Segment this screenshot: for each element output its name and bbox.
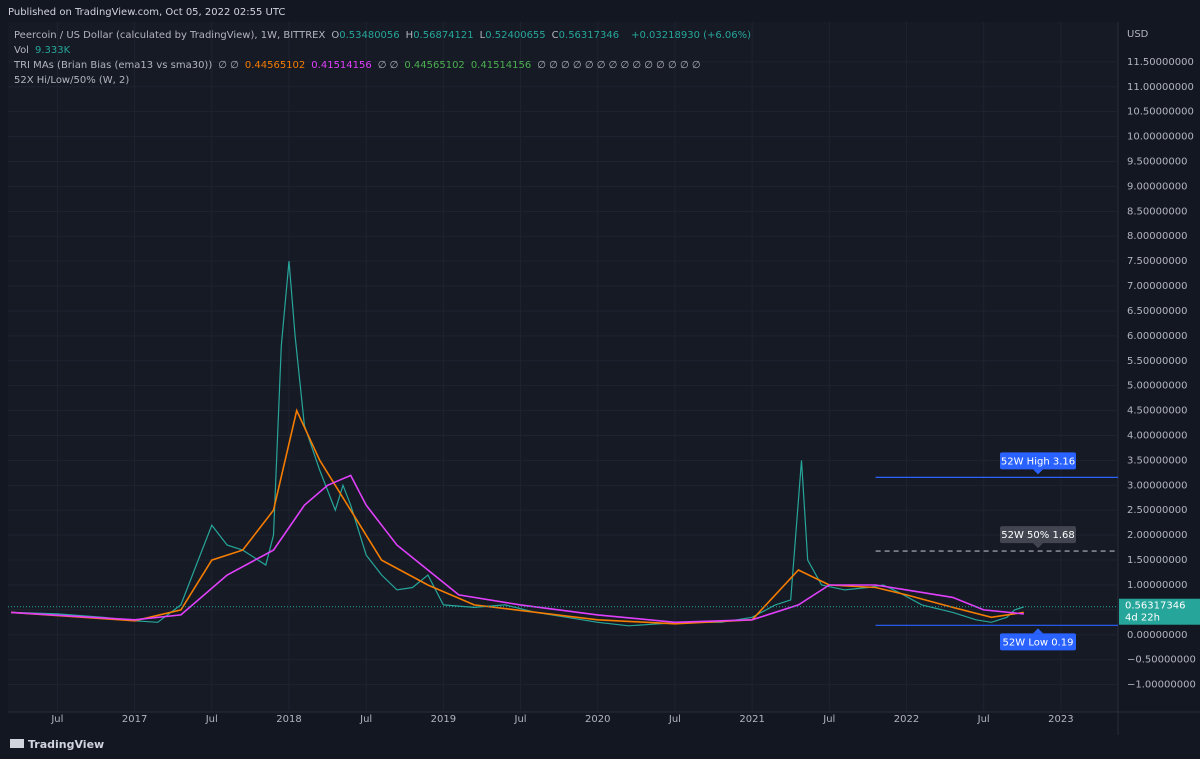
last-price-label: 0.56317346 [1125,601,1185,612]
ma-ema: 0.44565102 [244,60,306,71]
y-tick-label: 1.00000000 [1127,580,1187,591]
legend-row: Peercoin / US Dollar (calculated by Trad… [14,28,757,43]
level-pointer [1033,469,1043,475]
ohlc-value: 0.53480056 [339,30,400,41]
header-bar [0,0,1200,22]
ohlc-value: 0.56317346 [558,30,620,41]
y-tick-label: 6.50000000 [1127,306,1187,317]
y-tick-label: 3.50000000 [1127,455,1187,466]
legend: Peercoin / US Dollar (calculated by Trad… [14,28,757,88]
x-tick-label: Jul [514,714,527,725]
ma-empty: ∅ ∅ [218,60,239,71]
x-tick-label: Jul [50,714,63,725]
x-tick-label: 2019 [431,714,456,725]
level-pointer [1033,628,1043,634]
level-box [1000,526,1076,544]
legend-row: Vol 9.333K [14,43,757,58]
y-tick-label: 1.50000000 [1127,555,1187,566]
y-tick-label: 6.00000000 [1127,331,1187,342]
vol-label: Vol [14,45,29,56]
level-box [1000,633,1076,651]
x-tick-label: Jul [359,714,372,725]
x-tick-label: Jul [977,714,990,725]
y-tick-label: 2.50000000 [1127,505,1187,516]
x-tick-label: Jul [668,714,681,725]
countdown: 4d 22h [1125,613,1160,624]
y-tick-label: 5.00000000 [1127,381,1187,392]
ohlc: O0.53480056 H0.56874121 L0.52400655 C0.5631… [331,30,625,41]
footer: TradingView [28,738,104,751]
y-tick-label: 11.50000000 [1127,57,1194,68]
ohlc-key: C [551,30,559,41]
y-tick-label: −1.00000000 [1127,680,1196,691]
plot-area [8,22,1118,712]
y-tick-label: 9.50000000 [1127,156,1187,167]
level-label: 52W 50% 1.68 [1001,530,1074,541]
ohlc-value: 0.56874121 [413,30,474,41]
y-tick-label: 10.50000000 [1127,107,1194,118]
y-tick-label: 8.50000000 [1127,206,1187,217]
y-tick-label: 9.00000000 [1127,181,1187,192]
y-tick-label: 4.00000000 [1127,431,1187,442]
x-tick-label: 2018 [276,714,301,725]
ma-name: TRI MAs (Brian Bias (ema13 vs sma30)) [14,60,213,71]
y-unit: USD [1127,29,1149,40]
y-tick-label: 5.50000000 [1127,356,1187,367]
ma-fill: 0.44565102 [404,60,465,71]
y-tick-label: 0.00000000 [1127,630,1187,641]
change: +0.03218930 (+6.06%) [631,30,752,41]
x-tick-label: Jul [205,714,218,725]
level-label: 52W High 3.16 [1001,456,1075,467]
x-tick-label: Jul [822,714,835,725]
ohlc-value: 0.52400655 [485,30,546,41]
x-tick-label: 2021 [739,714,764,725]
header: Published on TradingView.com, Oct 05, 20… [8,7,285,18]
ma-empty: ∅ ∅ ∅ ∅ ∅ ∅ ∅ ∅ ∅ ∅ ∅ ∅ ∅ ∅ [537,60,701,71]
series-line [11,408,1024,625]
y-tick-label: 4.50000000 [1127,406,1187,417]
level-label: 52W Low 0.19 [1003,637,1074,648]
y-tick-label: −0.50000000 [1127,655,1196,666]
legend-row: 52X Hi/Low/50% (W, 2) [14,73,757,88]
logo [10,739,24,748]
ohlc-key: L [479,30,486,41]
vol-value: 9.333K [34,45,71,56]
y-tick-label: 7.00000000 [1127,281,1187,292]
y-tick-label: 7.50000000 [1127,256,1187,267]
series-line [11,474,1024,624]
legend-row: TRI MAs (Brian Bias (ema13 vs sma30)) ∅ ∅… [14,58,757,73]
y-tick-label: 11.00000000 [1127,82,1194,93]
ma-sma: 0.41514156 [311,60,372,71]
ma-empty: ∅ ∅ [377,60,399,71]
y-tick-label: 8.00000000 [1127,231,1187,242]
x-tick-label: 2020 [585,714,610,725]
ohlc-key: O [331,30,340,41]
level-pointer [1033,543,1043,549]
ohlc-key: H [405,30,414,41]
x-tick-label: 2023 [1048,714,1073,725]
x-tick-label: 2022 [894,714,919,725]
symbol: Peercoin / US Dollar (calculated by Trad… [14,30,326,41]
y-tick-label: 2.00000000 [1127,530,1187,541]
x-tick-label: 2017 [122,714,147,725]
ma-fill: 0.41514156 [470,60,532,71]
level-box [1000,452,1076,470]
y-tick-label: 10.00000000 [1127,132,1194,143]
last-price-box [1119,598,1200,625]
hl-name: 52X Hi/Low/50% (W, 2) [14,75,130,86]
y-tick-label: 3.00000000 [1127,480,1187,491]
